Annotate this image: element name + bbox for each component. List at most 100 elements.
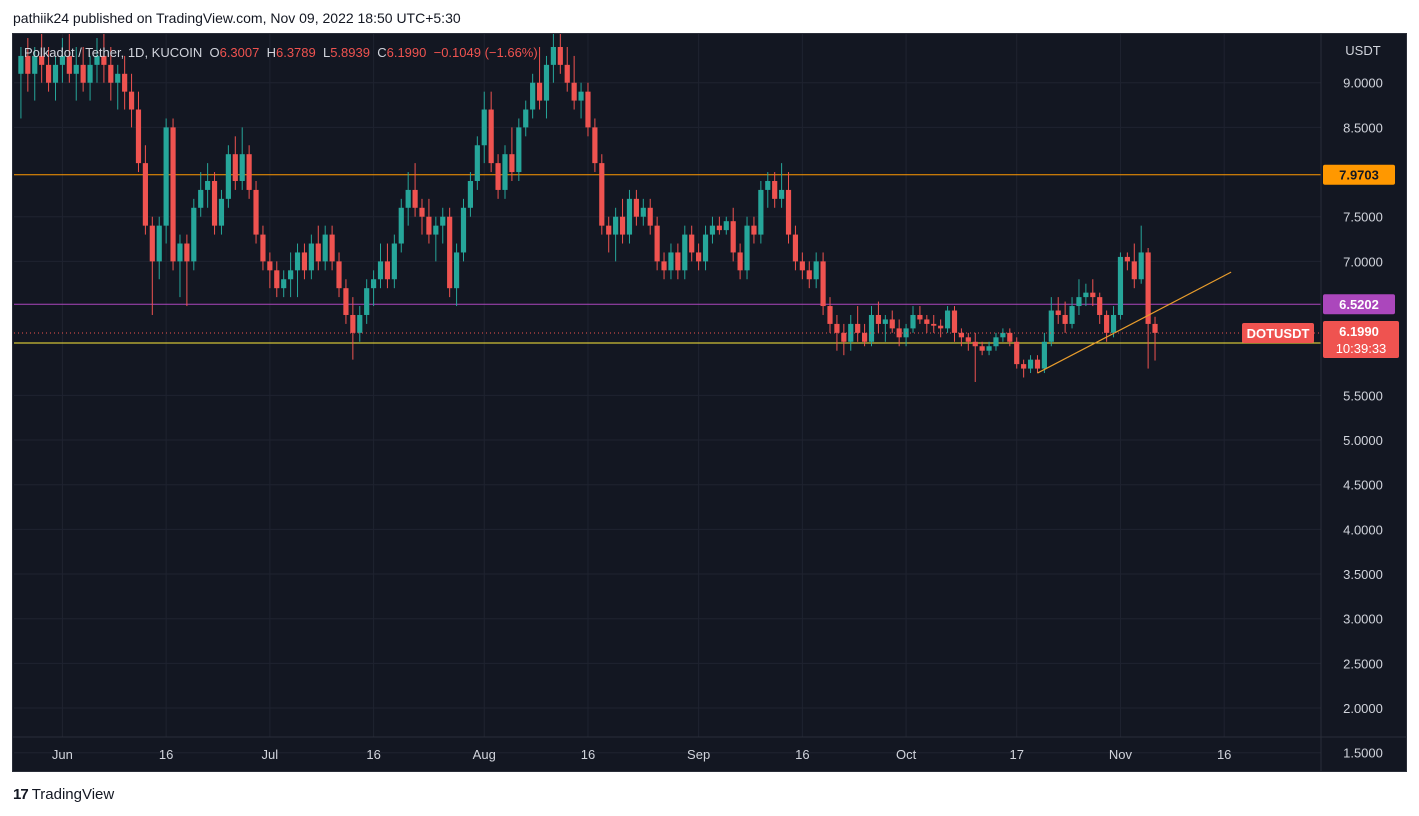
candle-body (820, 261, 826, 307)
x-tick-label: 16 (366, 747, 380, 762)
candle-body (696, 252, 702, 262)
candle-body (122, 73, 128, 92)
candle-body (1104, 314, 1110, 333)
candle-body (668, 252, 674, 271)
tradingview-brand: TradingView (31, 786, 115, 803)
candle-body (613, 216, 619, 235)
candle-body (737, 252, 743, 271)
y-tick-label: 5.5000 (1343, 388, 1383, 403)
symbol-tag: DOTUSDT (1247, 326, 1310, 341)
candle-body (52, 64, 59, 83)
tradingview-logo[interactable]: 17 TradingView (13, 786, 114, 803)
candle-body (806, 270, 812, 280)
candle-body (1021, 364, 1027, 369)
candle-body (184, 243, 190, 262)
candle-body (391, 243, 397, 280)
candle-body (523, 109, 529, 128)
candle-body (502, 154, 508, 190)
change-value: −0.1049 (−1.66%) (433, 45, 538, 60)
candle-body (73, 64, 79, 74)
candle-body (364, 288, 370, 315)
candle-body (1097, 297, 1103, 315)
plot (14, 34, 1321, 382)
candle-body (543, 64, 550, 101)
candlestick-chart[interactable]: USDT 9.0000 8.5000 7.5000 7.0000 5.5000 5.000… (12, 33, 1407, 772)
candle-body (1027, 359, 1034, 369)
axes: 9.0000 8.5000 7.5000 7.0000 5.5000 5.0000 4.50… (12, 33, 1407, 772)
candle-body (32, 55, 38, 74)
candle-body (1048, 310, 1054, 342)
open-value: 6.3007 (219, 45, 260, 60)
x-tick-label: 16 (1217, 747, 1231, 762)
candle-body (1055, 310, 1061, 315)
candle-body (619, 216, 626, 235)
candle-body (896, 328, 902, 338)
bar-countdown: 10:39:33 (1336, 341, 1387, 356)
candle-body (149, 225, 155, 262)
candle-body (281, 279, 287, 289)
candle-body (1124, 256, 1130, 262)
candle-body (191, 207, 197, 262)
low-label: L (322, 45, 331, 60)
candle-body (1062, 314, 1068, 324)
candle-body (440, 216, 446, 226)
symbol-tag-badge (1242, 322, 1314, 343)
close-value: 6.1990 (386, 45, 427, 60)
candle-body (419, 207, 425, 217)
published-line: pathiik24 published on TradingView.com, … (13, 10, 461, 26)
candle-body (958, 332, 964, 338)
y-tick-label: 7.0000 (1343, 254, 1383, 269)
y-tick-label: 2.5000 (1343, 656, 1383, 671)
candle-body (205, 180, 211, 190)
y-tick-label: 5.0000 (1343, 433, 1383, 448)
candle-body (412, 189, 418, 208)
candle-body (979, 346, 985, 351)
candle-body (675, 252, 681, 271)
candle-body (115, 73, 121, 83)
candle-body (1000, 332, 1006, 338)
candle-body (758, 189, 764, 235)
candle-body (288, 270, 294, 280)
high-value: 6.3789 (275, 45, 316, 60)
candle-body (260, 234, 266, 262)
candle-body (723, 221, 729, 231)
candle-body (481, 109, 487, 146)
y-tick-label: 4.5000 (1343, 478, 1383, 493)
last-price-badge (1323, 320, 1399, 358)
candle-body (889, 319, 895, 329)
candle-body (232, 154, 238, 181)
candle-body (1138, 252, 1144, 280)
candle-body (1041, 341, 1047, 369)
candle-body (1117, 256, 1124, 315)
candle-body (267, 261, 273, 271)
candle-body (322, 234, 328, 262)
candle-body (253, 189, 259, 235)
candle-body (578, 91, 584, 101)
candle-body (564, 64, 570, 83)
candle-body (218, 198, 225, 226)
x-tick-label: Jul (262, 747, 279, 762)
candle-body (488, 109, 494, 164)
candle-body (18, 55, 24, 74)
symbol-title: Polkadot / Tether, 1D, KUCOIN (24, 45, 203, 60)
candle-body (640, 207, 646, 217)
candle-body (343, 288, 349, 315)
y-tick-label: 9.0000 (1343, 76, 1383, 91)
candle-body (855, 323, 861, 333)
candle-body (633, 198, 639, 217)
symbol-legend[interactable]: Polkadot / Tether, 1D, KUCOIN O6.3007 H6… (24, 45, 538, 60)
candle-body (301, 252, 308, 271)
candle-body (128, 91, 135, 110)
level-badge (1323, 294, 1395, 315)
candle-body (94, 55, 100, 65)
candle-body (239, 154, 245, 181)
candle-body (156, 225, 162, 262)
candle-body (426, 216, 432, 235)
candle-body (142, 163, 148, 226)
candle-body (1131, 261, 1137, 280)
candle-body (170, 127, 176, 262)
candle-body (474, 145, 480, 181)
x-tick-label: 16 (581, 747, 595, 762)
candle-body (882, 319, 888, 324)
candle-body (336, 261, 342, 289)
